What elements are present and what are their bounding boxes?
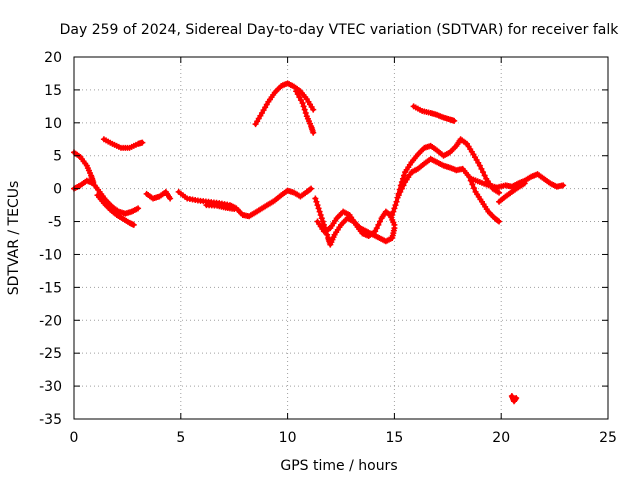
data-point	[299, 100, 306, 107]
data-point	[310, 129, 317, 136]
data-point	[318, 215, 325, 222]
data-point	[521, 180, 528, 187]
data-point	[308, 185, 315, 192]
data-point	[376, 218, 383, 225]
y-tick-label: 0	[53, 182, 62, 198]
y-tick-label: -5	[48, 215, 62, 231]
data-point	[373, 225, 380, 232]
data-point	[470, 185, 477, 192]
y-tick-label: -25	[39, 346, 62, 362]
data-point	[301, 106, 308, 113]
chart-title: Day 259 of 2024, Sidereal Day-to-day VTE…	[60, 22, 620, 38]
x-tick-label: 20	[492, 430, 510, 446]
data-point	[395, 192, 402, 199]
axes: 0 5 10 15 20 25 20 15 10 5 0 -5 -10 -15 -20 -25 -30 -35	[39, 50, 617, 446]
data-point	[469, 181, 476, 188]
data-point	[481, 172, 488, 179]
y-tick-label: -10	[39, 247, 62, 263]
data-point	[476, 162, 483, 169]
data-point	[315, 205, 322, 212]
data-point	[316, 208, 323, 215]
data-point	[312, 195, 319, 202]
x-tick-label: 5	[176, 430, 185, 446]
data-point	[302, 109, 309, 116]
grid	[74, 57, 608, 419]
x-tick-label: 0	[70, 430, 79, 446]
data-point	[139, 139, 146, 146]
y-tick-label: -20	[39, 313, 62, 329]
data-point	[391, 205, 398, 212]
data-point	[130, 221, 137, 228]
y-tick-label: -35	[39, 412, 62, 428]
y-tick-label: 15	[44, 83, 62, 99]
data-point	[313, 198, 320, 205]
data-point	[135, 205, 142, 212]
data-point	[391, 221, 398, 228]
data-point	[496, 189, 503, 196]
data-point	[494, 217, 501, 224]
x-tick-label: 25	[599, 430, 617, 446]
data-point	[480, 169, 487, 176]
data-point	[231, 206, 238, 213]
x-tick-label: 15	[385, 430, 403, 446]
data-point	[451, 117, 458, 124]
y-tick-label: -30	[39, 379, 62, 395]
data-point	[478, 165, 485, 172]
data-point	[319, 218, 326, 225]
y-axis-label: SDTVAR / TECUs	[6, 181, 22, 296]
plot-area	[71, 80, 567, 405]
x-axis-label: GPS time / hours	[280, 458, 397, 474]
data-point	[314, 202, 321, 209]
data-point	[392, 202, 399, 209]
data-point	[401, 172, 408, 179]
data-point	[393, 198, 400, 205]
data-point	[389, 211, 396, 218]
plot-frame	[73, 56, 609, 420]
data-point	[307, 186, 314, 193]
data-point	[513, 394, 520, 401]
data-point	[167, 195, 174, 202]
data-point	[496, 218, 503, 225]
y-tick-label: 20	[44, 50, 62, 66]
data-point	[400, 182, 407, 189]
data-point	[397, 188, 404, 195]
data-point	[398, 185, 405, 192]
data-point	[390, 208, 397, 215]
data-point	[300, 103, 307, 110]
data-point	[372, 228, 379, 235]
x-tick-label: 10	[279, 430, 297, 446]
data-point	[375, 221, 382, 228]
y-tick-label: 5	[53, 149, 62, 165]
data-point	[317, 211, 324, 218]
y-tick-label: -15	[39, 280, 62, 296]
y-tick-label: 10	[44, 116, 62, 132]
data-point	[310, 106, 317, 113]
data-point	[560, 182, 567, 189]
